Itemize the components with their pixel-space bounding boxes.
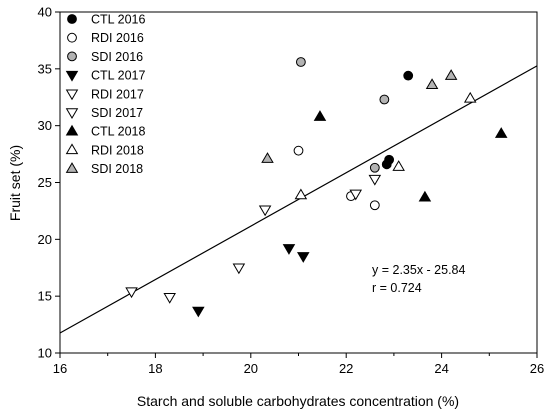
- data-point: [295, 57, 306, 67]
- legend-marker: [65, 124, 79, 136]
- y-axis-title: Fruit set (%): [7, 145, 23, 221]
- y-tick-label: 35: [38, 61, 52, 76]
- legend-marker: [67, 14, 77, 24]
- y-tick-label: 15: [38, 289, 52, 304]
- data-point: [403, 70, 414, 81]
- x-tick-label: 22: [339, 361, 353, 376]
- legend-label: SDI 2018: [91, 162, 143, 176]
- data-point: [418, 190, 432, 202]
- legend-marker: [65, 143, 79, 155]
- legend-item: CTL 2018: [65, 124, 145, 139]
- y-tick-label: 10: [38, 346, 52, 361]
- x-tick-label: 26: [530, 361, 544, 376]
- x-tick-label: 16: [53, 361, 67, 376]
- data-point: [313, 110, 327, 121]
- regression-line: [59, 65, 538, 334]
- data-point: [261, 152, 274, 163]
- data-point: [349, 189, 363, 201]
- legend: CTL 2016 RDI 2016 SDI 2016 CTL 2017 RDI 2017…: [65, 13, 145, 176]
- data-point: [379, 94, 390, 105]
- legend-item: RDI 2018: [65, 143, 144, 157]
- y-tick-label: 30: [38, 118, 52, 133]
- legend-marker: [67, 51, 77, 62]
- data-point: [381, 159, 392, 170]
- regression-line-group: [59, 65, 538, 334]
- data-point: [296, 252, 310, 263]
- data-point: [369, 200, 380, 211]
- legend-marker: [65, 162, 79, 173]
- legend-item: RDI 2017: [65, 87, 144, 101]
- data-point: [232, 263, 246, 275]
- legend-label: SDI 2016: [91, 50, 143, 64]
- legend-marker: [65, 89, 79, 101]
- legend-marker: [67, 32, 77, 43]
- data-point: [463, 91, 477, 103]
- x-axis-title: Starch and soluble carbohydrates concent…: [137, 393, 459, 409]
- legend-item: SDI 2016: [67, 50, 143, 64]
- correlation-coefficient: r = 0.724: [372, 281, 422, 295]
- legend-label: RDI 2016: [91, 31, 144, 45]
- data-point: [392, 160, 405, 171]
- data-points: [125, 57, 508, 318]
- data-point: [425, 78, 439, 89]
- legend-label: CTL 2017: [91, 69, 145, 83]
- legend-label: RDI 2017: [91, 87, 144, 101]
- data-point: [258, 205, 272, 217]
- legend-marker: [65, 108, 79, 119]
- x-tick-label: 20: [244, 361, 258, 376]
- legend-item: RDI 2016: [67, 31, 144, 45]
- legend-label: CTL 2018: [91, 125, 145, 139]
- data-point: [125, 287, 138, 299]
- data-point: [294, 188, 308, 200]
- y-tick-label: 40: [38, 5, 52, 20]
- legend-item: SDI 2018: [65, 162, 143, 176]
- legend-label: SDI 2017: [91, 106, 143, 120]
- legend-label: RDI 2018: [91, 143, 144, 157]
- legend-marker: [65, 70, 79, 82]
- legend-item: SDI 2017: [65, 106, 143, 120]
- data-point: [293, 145, 304, 156]
- data-point: [494, 127, 508, 138]
- regression-equation: y = 2.35x - 25.84: [372, 263, 466, 277]
- legend-label: CTL 2016: [91, 13, 145, 27]
- data-point: [163, 293, 176, 304]
- y-tick-label: 20: [38, 232, 52, 247]
- x-tick-label: 18: [148, 361, 162, 376]
- legend-item: CTL 2016: [67, 13, 145, 27]
- data-point: [444, 69, 458, 80]
- data-point: [369, 162, 380, 173]
- data-point: [368, 174, 382, 186]
- axes: 16 18 20 22 24 26 10 15 20 25 30 35 40: [38, 5, 545, 377]
- x-tick-label: 24: [434, 361, 448, 376]
- y-tick-label: 25: [38, 175, 52, 190]
- data-point: [192, 306, 205, 318]
- legend-item: CTL 2017: [65, 69, 145, 83]
- data-point: [282, 244, 296, 255]
